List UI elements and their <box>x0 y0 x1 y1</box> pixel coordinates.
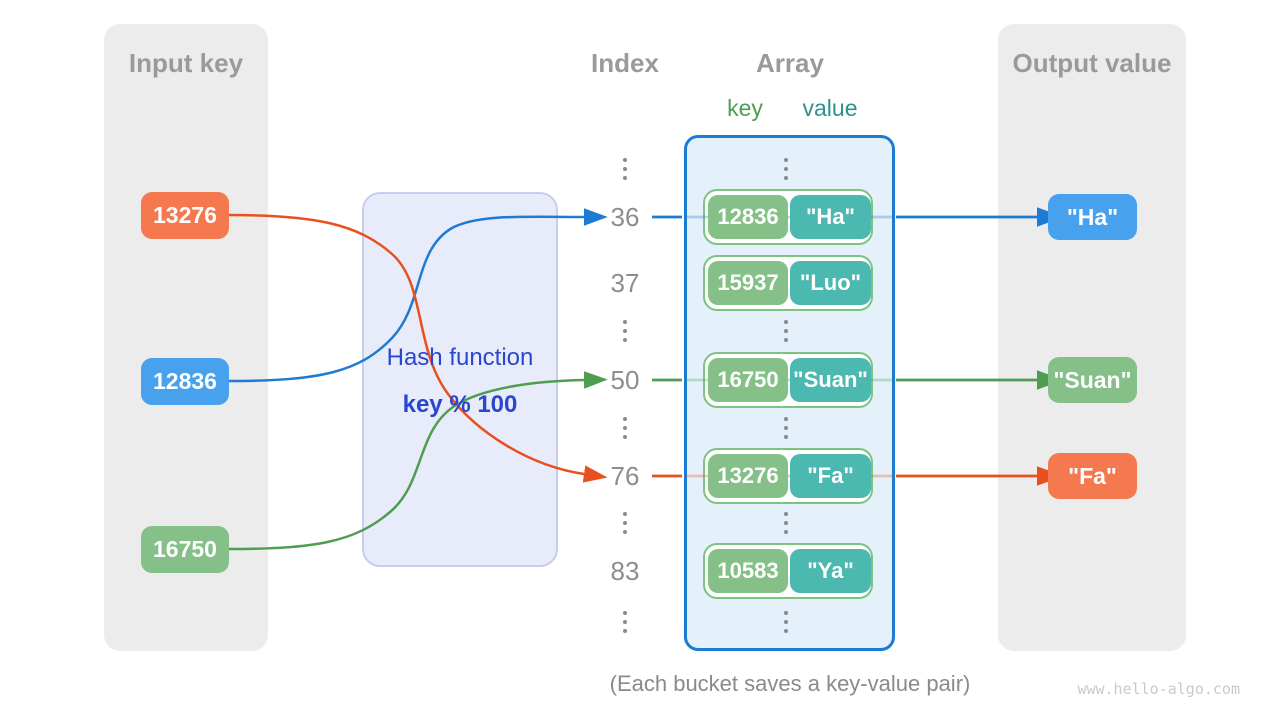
bucket-value: "Ya" <box>790 549 871 593</box>
input-key-12836: 12836 <box>141 358 229 405</box>
ellipsis-dots <box>781 158 791 180</box>
index-83: 83 <box>610 556 640 586</box>
index-50: 50 <box>610 365 640 395</box>
ellipsis-dots <box>620 611 630 633</box>
hash-function-formula: key % 100 <box>402 391 518 418</box>
ellipsis-dots <box>781 512 791 534</box>
ellipsis-dots <box>620 512 630 534</box>
input-panel-title: Input key <box>128 48 244 78</box>
hash-function-name: Hash function <box>386 344 534 371</box>
output-value-suan: "Suan" <box>1048 357 1137 403</box>
ellipsis-dots <box>620 158 630 180</box>
ellipsis-dots <box>781 320 791 342</box>
array-title: Array <box>756 48 824 78</box>
output-value-ha: "Ha" <box>1048 194 1137 240</box>
index-36: 36 <box>610 202 640 232</box>
bucket-value: "Ha" <box>790 195 871 239</box>
input-key-13276: 13276 <box>141 192 229 239</box>
bucket-value: "Suan" <box>790 358 871 402</box>
key-header: key <box>727 95 763 121</box>
bucket-key: 10583 <box>708 549 788 593</box>
bucket-key: 12836 <box>708 195 788 239</box>
bucket-value: "Fa" <box>790 454 871 498</box>
ellipsis-dots <box>781 611 791 633</box>
ellipsis-dots <box>620 417 630 439</box>
index-76: 76 <box>610 461 640 491</box>
index-column-title: Index <box>591 48 659 78</box>
bucket-key: 16750 <box>708 358 788 402</box>
output-panel-title: Output value <box>1012 48 1172 78</box>
bucket-value: "Luo" <box>790 261 871 305</box>
ellipsis-dots <box>620 320 630 342</box>
ellipsis-dots <box>781 417 791 439</box>
diagram-caption: (Each bucket saves a key-value pair) <box>609 671 971 696</box>
bucket-key: 13276 <box>708 454 788 498</box>
index-37: 37 <box>610 268 640 298</box>
value-header: value <box>802 95 858 121</box>
output-value-fa: "Fa" <box>1048 453 1137 499</box>
hash-function-box <box>362 192 558 567</box>
output-value-panel <box>998 24 1186 651</box>
input-key-16750: 16750 <box>141 526 229 573</box>
bucket-key: 15937 <box>708 261 788 305</box>
watermark: www.hello-algo.com <box>1077 680 1240 698</box>
